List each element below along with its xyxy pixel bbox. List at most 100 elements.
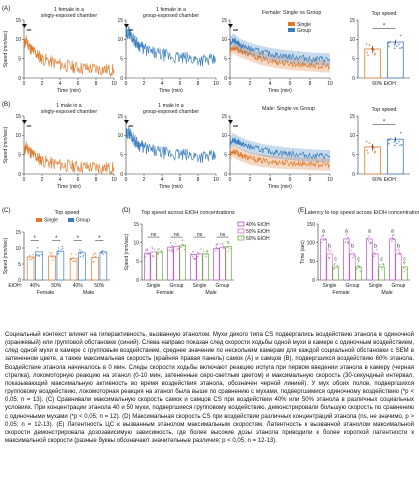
- panel-d-bar-etoh: [150, 251, 157, 281]
- panel-d-dot: [198, 253, 200, 256]
- panel-d-dot: [171, 250, 174, 253]
- panel-d-bar-etoh: [190, 254, 197, 281]
- panel-a-overlay-sem-band-single: [230, 40, 330, 73]
- panel-a-top-bar-group: [387, 41, 404, 79]
- panel-a-top-dot-group: [389, 40, 391, 43]
- panel-e-dot: [381, 266, 383, 269]
- panel-d-ns-label: ns: [174, 232, 180, 238]
- panel-e-dot: [336, 266, 339, 269]
- panel-b-xlabel: Time (min): [268, 184, 292, 190]
- panel-a-group-xtick-label: 10: [213, 81, 219, 87]
- panel-a-legend-group-label: Group: [297, 28, 311, 34]
- panel-c-bar-single: [26, 256, 35, 281]
- panel-b-male-overlay: 0 5 10 15 0 2 4 6 8 10 Male: Single vs Group Time (…: [221, 106, 333, 190]
- panel-e-dot: [322, 239, 325, 241]
- panel-e-dot: [359, 270, 361, 272]
- panel-c-legend-group-swatch: [68, 218, 74, 222]
- panel-d-dot: [177, 247, 180, 250]
- panel-b-panel-letter: (B): [2, 101, 10, 108]
- panel-d-dot: [206, 250, 208, 252]
- panel-e-dot: [391, 234, 394, 237]
- panel-e-dot: [322, 235, 325, 237]
- panel-d-bar-etoh: [225, 246, 232, 281]
- panel-c-dot: [54, 256, 56, 259]
- panel-d-dot: [203, 250, 205, 253]
- panel-c-dot: [92, 261, 95, 263]
- panel-a-top-dot-single: [366, 51, 369, 54]
- panel-e-bar-etoh: [395, 253, 402, 281]
- panel-d-dot: [173, 246, 176, 248]
- panel-e-dot: [358, 265, 361, 268]
- panel-b-top-ytick-label: 10: [349, 133, 355, 139]
- panel-e-dot: [398, 253, 400, 256]
- panel-d-dot: [176, 245, 179, 247]
- panel-d-dot: [183, 245, 185, 247]
- panel-c-ytick-label: 15: [15, 230, 21, 236]
- panel-a-single-title: singly-exposed chamber: [41, 13, 97, 19]
- panel-d-legend-label: 60% EtOH: [246, 236, 270, 242]
- panel-e-dot: [328, 257, 331, 259]
- panel-c-dot: [72, 257, 74, 259]
- panel-e-dot: [381, 269, 383, 271]
- panel-b-top-dot-single: [368, 142, 371, 145]
- panel-e-sex-label: Female: [332, 290, 349, 296]
- panel-e-bar-etoh: [378, 266, 385, 281]
- panel-e-tick-label: Group: [392, 283, 406, 289]
- panel-c-dot: [75, 261, 77, 263]
- panel-d-dot: [219, 243, 222, 245]
- panel-e-dot: [357, 261, 360, 263]
- panel-e-sig-letter: a: [345, 228, 348, 234]
- panel-e-dot: [403, 263, 405, 265]
- panel-a-group-xtick-label: 0: [125, 81, 128, 87]
- panel-d-bar-etoh: [173, 246, 180, 281]
- panel-b-top-ytick-label: 5: [352, 152, 355, 158]
- panel-d-dot: [229, 248, 231, 250]
- panel-c-letter: (C): [2, 207, 11, 214]
- panel-b-top-xlabel: 60% EtOH: [372, 177, 396, 183]
- panel-c-dot: [79, 252, 81, 255]
- panel-e-bar-etoh: [372, 253, 379, 281]
- panel-b-xlabel: Time (min): [159, 184, 183, 190]
- panel-b-single-ytick-label: 0: [18, 172, 21, 178]
- panel-e-tick-label: Single: [369, 283, 383, 289]
- panel-c-dot: [37, 254, 39, 256]
- panel-e-sig-letter: a: [391, 228, 394, 234]
- panel-d-legend-swatch: [237, 221, 245, 227]
- panel-c-sig-star: *: [34, 236, 37, 242]
- panel-b-single-xtick-label: 4: [59, 177, 62, 183]
- panel-c-dot: [72, 260, 74, 262]
- panel-b-overlay-xtick-label: 2: [249, 177, 252, 183]
- panel-c-tick-label: 40%: [30, 283, 41, 289]
- panel-c-sex-label: Female: [37, 290, 54, 296]
- panel-b-overlay-ytick-label: 0: [224, 172, 227, 178]
- panel-e-bar-etoh: [332, 266, 339, 281]
- panel-a-top-ytick-label: 10: [349, 37, 355, 43]
- panel-c-dot: [28, 258, 31, 261]
- panel-b-overlay-series-line-group: [229, 137, 331, 160]
- panel-a-group-xtick-label: 2: [143, 81, 146, 87]
- panel-e-dot: [359, 267, 361, 269]
- panel-a-group-ytick-label: 15: [117, 18, 123, 24]
- panel-d-dot: [158, 248, 160, 250]
- panel-d-dot: [174, 242, 177, 244]
- panel-d-tick-label: Group: [216, 283, 230, 289]
- panel-a-top-dot-single: [368, 44, 371, 47]
- panel-e-bar-etoh: [401, 266, 408, 281]
- panel-b-group-xtick-label: 10: [213, 177, 219, 183]
- panel-e-dot: [404, 261, 406, 264]
- panel-c-dot: [48, 252, 51, 254]
- panel-d-ns-label: ns: [220, 232, 226, 238]
- panel-d-dot: [192, 251, 194, 253]
- panel-b-single-startle-arrow: [21, 120, 27, 124]
- panel-c-sig-star: *: [77, 236, 80, 242]
- panel-a-female-single-trace: (A) 0 5 10 15 0 2 4 6 8 10 1 female in asingly-expo…: [2, 5, 117, 94]
- panel-b-single-ytick-label: 15: [15, 114, 21, 120]
- panel-e-dot: [373, 255, 375, 258]
- panel-e-dot: [397, 248, 400, 251]
- panel-e-dot: [392, 238, 395, 240]
- panel-e-dot: [357, 264, 359, 267]
- panel-a-overlay-series-line-single: [229, 45, 331, 70]
- panel-b-overlay-startle-arrow: [228, 120, 233, 124]
- panel-c-dot: [32, 254, 34, 256]
- panel-e-dot: [345, 233, 348, 236]
